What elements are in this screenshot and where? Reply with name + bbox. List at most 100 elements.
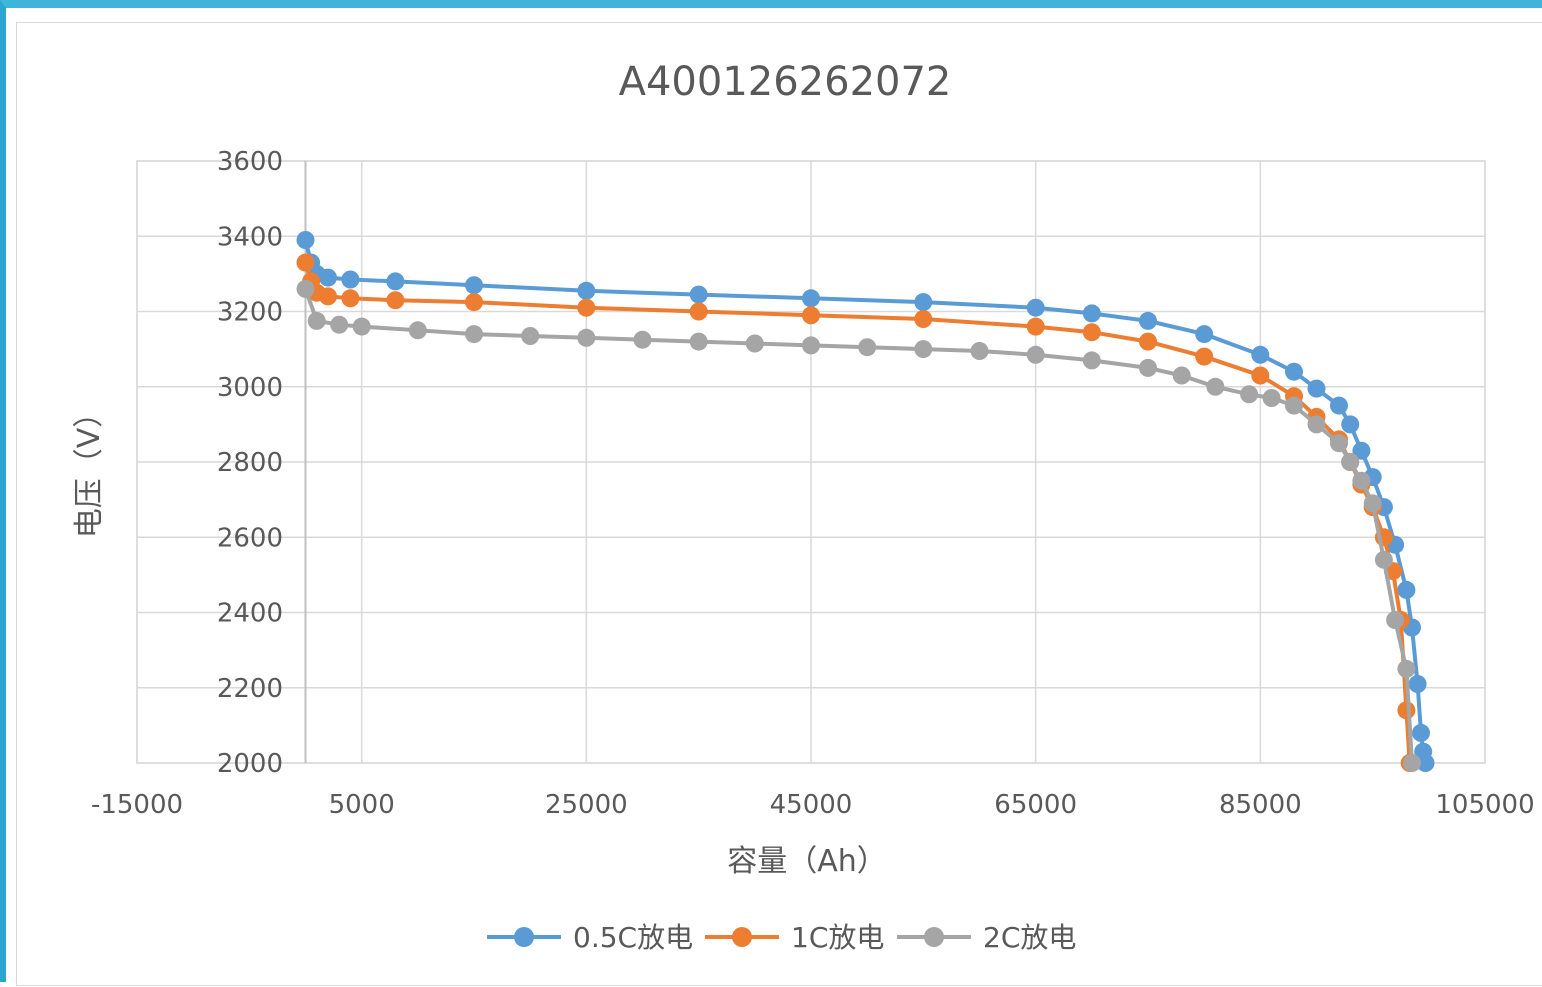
data-point [1330, 396, 1348, 415]
data-point [1386, 611, 1405, 629]
y-tick-label: 3000 [217, 373, 283, 403]
data-point [689, 302, 708, 321]
data-point [465, 293, 483, 312]
data-point [1285, 362, 1303, 381]
x-tick-label: -15000 [91, 790, 183, 820]
data-point [1139, 332, 1157, 351]
y-tick-label: 2200 [217, 674, 283, 704]
data-point [802, 289, 820, 308]
data-point [1408, 675, 1427, 693]
data-point [1251, 366, 1270, 385]
data-point [521, 327, 540, 345]
data-point [296, 253, 315, 272]
data-point [408, 321, 427, 340]
y-axis-title: 电压（V） [72, 398, 107, 539]
data-point [1307, 379, 1326, 398]
data-point [1026, 317, 1045, 336]
data-point [1352, 471, 1371, 490]
y-tick-label: 3600 [217, 147, 283, 177]
data-point [330, 315, 349, 334]
legend-item: 0.5C放电 [487, 921, 693, 954]
series-1 [296, 253, 1419, 772]
data-point [1341, 415, 1360, 434]
data-point [1195, 347, 1214, 366]
data-point [914, 340, 933, 359]
data-point [1172, 366, 1191, 385]
data-point [970, 342, 989, 360]
data-point [1082, 351, 1101, 370]
data-point [1397, 659, 1416, 678]
legend-marker [924, 927, 944, 947]
y-tick-label: 2600 [217, 523, 283, 553]
data-point [1397, 580, 1416, 599]
data-point [577, 298, 596, 317]
data-point [1285, 396, 1303, 415]
legend-marker [514, 927, 534, 947]
legend-item: 1C放电 [705, 921, 884, 954]
legend-label: 1C放电 [791, 921, 884, 954]
chart-title: A400126262072 [619, 59, 952, 105]
data-point [465, 325, 483, 344]
data-point [1082, 323, 1101, 342]
legend: 0.5C放电 1C放电 2C放电 [487, 921, 1076, 954]
x-tick-label: 85000 [1219, 790, 1302, 820]
x-tick-label: 105000 [1435, 790, 1534, 820]
x-tick-label: 25000 [545, 790, 628, 820]
data-point [1251, 345, 1270, 364]
data-point [1352, 441, 1371, 460]
legend-marker [732, 927, 752, 947]
data-point [341, 270, 360, 289]
data-point [319, 287, 337, 306]
data-point [1082, 304, 1101, 323]
data-point [319, 268, 337, 287]
data-point [307, 311, 326, 330]
data-point [858, 338, 877, 357]
data-point [1374, 550, 1393, 569]
data-point [465, 276, 483, 295]
chart-svg: A400126262072 2000 2200 2400 2600 2800 3000 32… [72, 59, 1535, 954]
data-point [1341, 453, 1360, 471]
data-point [802, 306, 820, 325]
grid-layer [136, 160, 1486, 764]
data-point [341, 289, 360, 308]
x-axis-title: 容量（Ah） [727, 844, 887, 879]
x-tick-label: 45000 [770, 790, 853, 820]
data-point [1195, 325, 1214, 344]
data-point [1412, 723, 1430, 742]
data-point [1206, 377, 1225, 396]
series-layer [296, 231, 1435, 772]
data-point [1363, 494, 1382, 513]
legend-item: 2C放电 [897, 921, 1076, 954]
axis-layer: 2000 2200 2400 2600 2800 3000 3200 3400 3600 -150… [91, 147, 1535, 820]
data-point [1139, 311, 1157, 330]
data-point [689, 332, 708, 351]
data-point [1330, 434, 1348, 453]
series-2 [296, 279, 1421, 772]
x-tick-label: 5000 [329, 790, 395, 820]
y-tick-label: 3400 [217, 222, 283, 252]
series-line [303, 288, 1414, 764]
data-point [914, 310, 933, 328]
data-point [296, 279, 315, 298]
data-point [914, 293, 933, 312]
x-tick-label: 65000 [994, 790, 1077, 820]
data-point [386, 291, 405, 310]
legend-label: 0.5C放电 [573, 921, 693, 954]
data-point [352, 317, 371, 336]
data-point [802, 336, 820, 355]
data-point [386, 272, 405, 291]
data-point [296, 231, 315, 249]
data-point [633, 330, 652, 349]
y-tick-label: 2800 [217, 448, 283, 478]
legend-label: 2C放电 [983, 921, 1076, 954]
data-point [577, 328, 596, 347]
data-point [1240, 385, 1259, 404]
chart-card: A400126262072 2000 2200 2400 2600 2800 3000 32… [16, 22, 1542, 986]
y-tick-label: 2400 [217, 599, 283, 629]
data-point [1026, 345, 1045, 364]
data-point [745, 334, 764, 353]
data-point [1026, 298, 1045, 317]
y-tick-label: 3200 [217, 298, 283, 328]
data-point [1397, 701, 1416, 720]
